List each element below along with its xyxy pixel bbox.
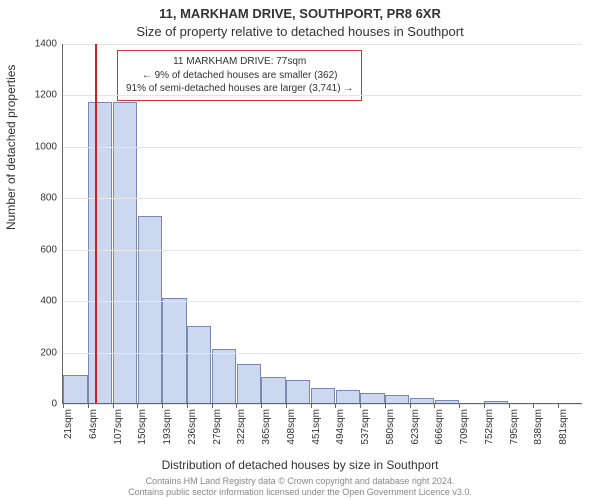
y-axis-label: Number of detached properties bbox=[4, 65, 18, 230]
x-tick-mark bbox=[311, 403, 312, 408]
y-tick-label: 1200 bbox=[35, 90, 57, 101]
y-gridline bbox=[63, 44, 582, 45]
chart-bar bbox=[484, 401, 508, 403]
x-tick-label: 881sqm bbox=[558, 409, 569, 445]
chart-bar bbox=[336, 390, 360, 403]
x-tick-mark bbox=[434, 403, 435, 408]
chart-bar bbox=[261, 377, 285, 403]
x-tick-mark bbox=[410, 403, 411, 408]
chart-marker-line bbox=[95, 44, 97, 403]
chart-bar bbox=[187, 326, 211, 403]
y-tick-label: 1400 bbox=[35, 39, 57, 50]
x-tick-label: 795sqm bbox=[509, 409, 520, 445]
credits: Contains HM Land Registry data © Crown c… bbox=[0, 476, 600, 499]
page-title: 11, MARKHAM DRIVE, SOUTHPORT, PR8 6XR bbox=[0, 6, 600, 21]
y-gridline bbox=[63, 147, 582, 148]
x-tick-mark bbox=[88, 403, 89, 408]
y-tick-label: 600 bbox=[40, 244, 57, 255]
figure: 11, MARKHAM DRIVE, SOUTHPORT, PR8 6XR Si… bbox=[0, 0, 600, 500]
annotation-line-2: ← 9% of detached houses are smaller (362… bbox=[126, 69, 353, 83]
y-gridline bbox=[63, 95, 582, 96]
x-tick-mark bbox=[360, 403, 361, 408]
x-tick-mark bbox=[113, 403, 114, 408]
x-tick-label: 64sqm bbox=[88, 409, 99, 439]
x-tick-label: 322sqm bbox=[236, 409, 247, 445]
x-tick-mark bbox=[385, 403, 386, 408]
chart-bar bbox=[63, 375, 87, 403]
x-tick-mark bbox=[187, 403, 188, 408]
x-tick-label: 623sqm bbox=[410, 409, 421, 445]
x-tick-mark bbox=[162, 403, 163, 408]
x-tick-label: 193sqm bbox=[162, 409, 173, 445]
chart-plot-area: 11 MARKHAM DRIVE: 77sqm ← 9% of detached… bbox=[62, 44, 582, 404]
x-tick-mark bbox=[558, 403, 559, 408]
chart-bar bbox=[435, 400, 459, 403]
x-tick-label: 580sqm bbox=[385, 409, 396, 445]
x-axis-label: Distribution of detached houses by size … bbox=[0, 458, 600, 472]
x-tick-mark bbox=[509, 403, 510, 408]
annotation-line-3: 91% of semi-detached houses are larger (… bbox=[126, 82, 353, 96]
chart-annotation-box: 11 MARKHAM DRIVE: 77sqm ← 9% of detached… bbox=[117, 50, 362, 101]
x-tick-label: 752sqm bbox=[484, 409, 495, 445]
credits-line-1: Contains HM Land Registry data © Crown c… bbox=[0, 476, 600, 487]
x-tick-label: 150sqm bbox=[137, 409, 148, 445]
x-tick-mark bbox=[533, 403, 534, 408]
x-tick-label: 838sqm bbox=[533, 409, 544, 445]
y-tick-label: 400 bbox=[40, 296, 57, 307]
y-tick-label: 800 bbox=[40, 193, 57, 204]
y-gridline bbox=[63, 301, 582, 302]
x-tick-label: 709sqm bbox=[459, 409, 470, 445]
x-tick-mark bbox=[63, 403, 64, 408]
chart-bar bbox=[360, 393, 384, 403]
x-tick-mark bbox=[212, 403, 213, 408]
y-gridline bbox=[63, 198, 582, 199]
page-subtitle: Size of property relative to detached ho… bbox=[0, 24, 600, 39]
y-gridline bbox=[63, 250, 582, 251]
x-tick-mark bbox=[286, 403, 287, 408]
x-tick-mark bbox=[137, 403, 138, 408]
chart-bar bbox=[212, 349, 236, 403]
chart-bar bbox=[385, 395, 409, 403]
chart-bar bbox=[138, 216, 162, 403]
y-tick-label: 0 bbox=[51, 399, 57, 410]
x-tick-mark bbox=[335, 403, 336, 408]
credits-line-2: Contains public sector information licen… bbox=[0, 487, 600, 498]
chart-bar bbox=[162, 298, 186, 403]
x-tick-label: 537sqm bbox=[360, 409, 371, 445]
x-tick-label: 494sqm bbox=[335, 409, 346, 445]
x-tick-label: 21sqm bbox=[63, 409, 74, 439]
x-tick-label: 236sqm bbox=[187, 409, 198, 445]
x-tick-mark bbox=[236, 403, 237, 408]
x-tick-label: 279sqm bbox=[212, 409, 223, 445]
x-tick-mark bbox=[261, 403, 262, 408]
x-tick-mark bbox=[484, 403, 485, 408]
chart-bar bbox=[410, 398, 434, 403]
y-tick-label: 1000 bbox=[35, 141, 57, 152]
chart-bar bbox=[237, 364, 261, 403]
chart-bar bbox=[286, 380, 310, 403]
x-tick-label: 365sqm bbox=[261, 409, 272, 445]
x-tick-label: 666sqm bbox=[434, 409, 445, 445]
y-gridline bbox=[63, 404, 582, 405]
x-tick-mark bbox=[459, 403, 460, 408]
x-tick-label: 107sqm bbox=[113, 409, 124, 445]
x-tick-label: 408sqm bbox=[286, 409, 297, 445]
y-gridline bbox=[63, 353, 582, 354]
x-tick-label: 451sqm bbox=[311, 409, 322, 445]
y-tick-label: 200 bbox=[40, 347, 57, 358]
chart-bar bbox=[311, 388, 335, 403]
annotation-line-1: 11 MARKHAM DRIVE: 77sqm bbox=[126, 55, 353, 69]
